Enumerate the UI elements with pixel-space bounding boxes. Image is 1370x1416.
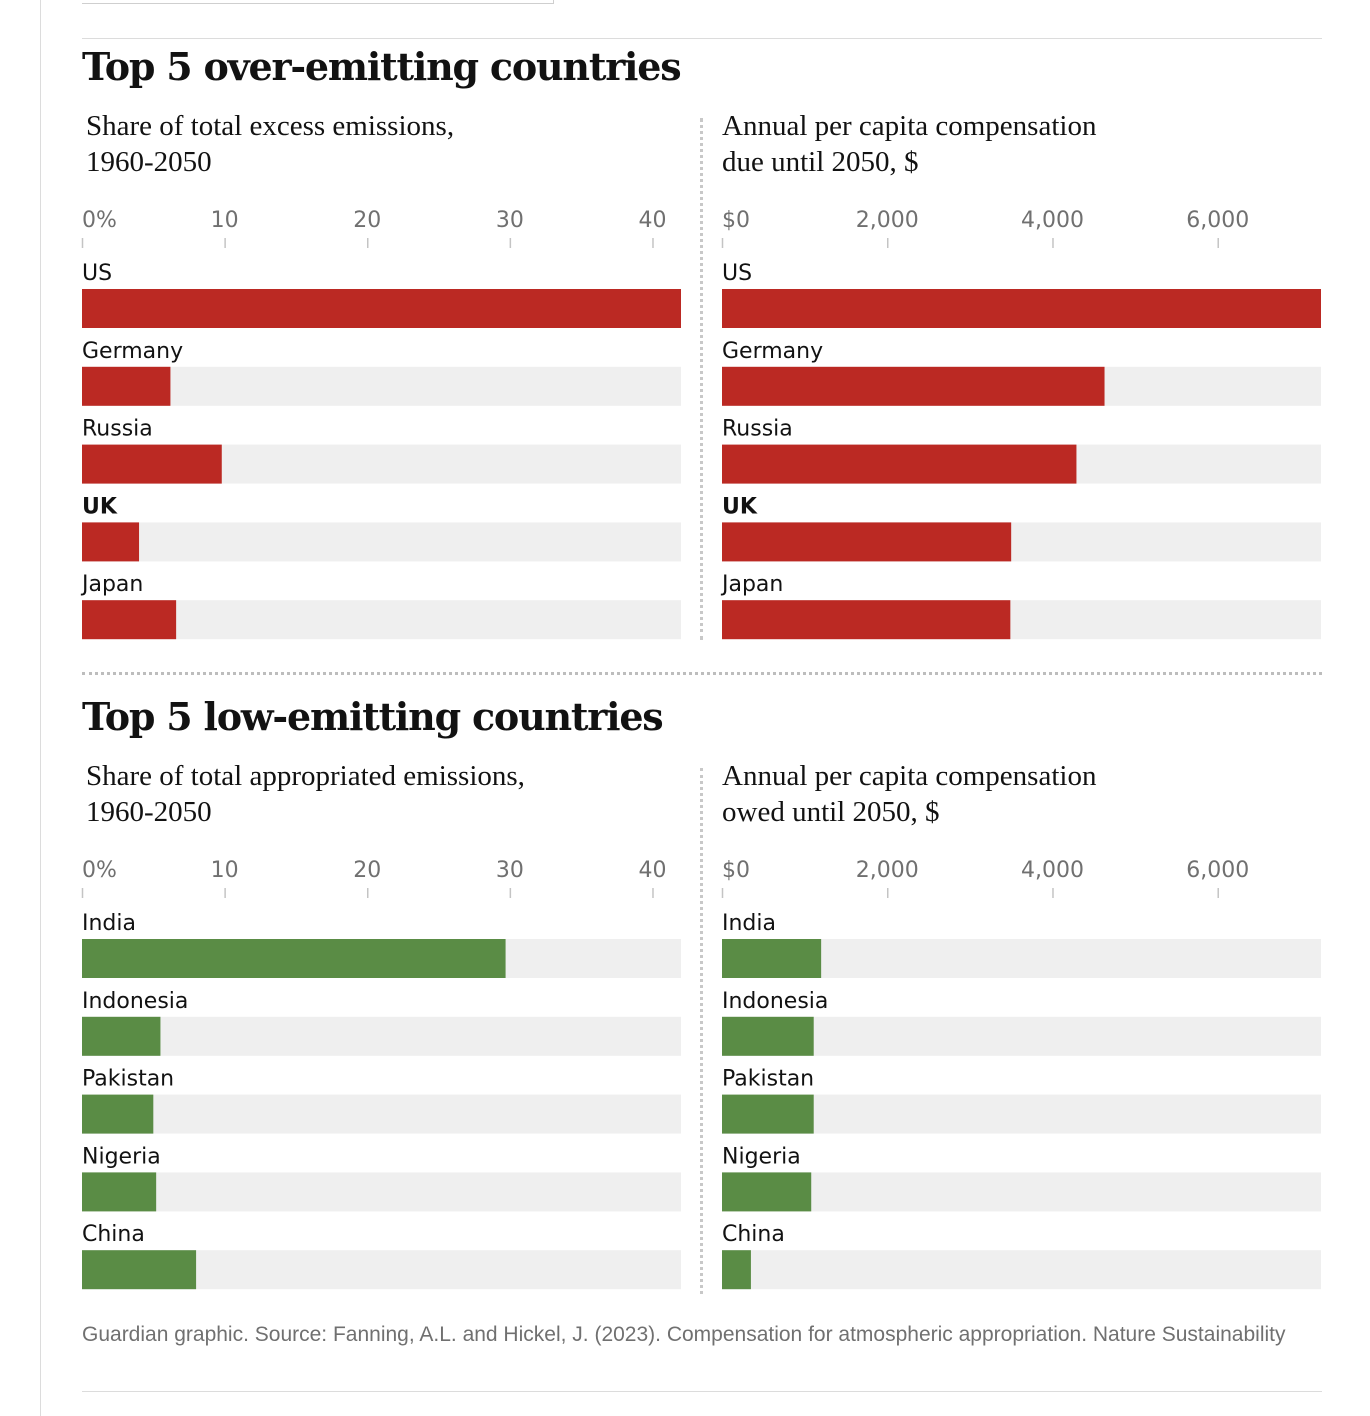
bar-track [82, 1172, 681, 1212]
panel-title-line: due until 2050, $ [722, 146, 919, 178]
axis-tick-label: 4,000 [1021, 208, 1084, 233]
section-title-low-emitting: Top 5 low-emitting countries [82, 694, 664, 739]
category-label: Indonesia [82, 989, 188, 1014]
bar-pakistan [82, 1094, 154, 1134]
bar-china [722, 1250, 751, 1290]
category-label: UK [82, 494, 118, 519]
chart-compensation-due: $0 2,000 4,000 6,000 US Germany Russia UK Japan [720, 200, 1321, 640]
bar-uk [722, 522, 1012, 562]
panel-title-appropriated-share: Share of total appropriated emissions, 1… [86, 758, 525, 830]
axis-tick-label: 10 [211, 208, 239, 233]
bar-track [722, 1172, 1321, 1212]
axis-tick-label: 6,000 [1186, 858, 1249, 883]
category-label: Japan [80, 572, 143, 597]
category-label: Russia [82, 417, 153, 442]
bar-track [82, 1094, 681, 1134]
chart-excess-share: 0% 10 20 30 40 US Germany Russia UK Japan [80, 200, 681, 640]
bar-track [722, 1250, 1321, 1290]
bar-indonesia [722, 1016, 814, 1056]
bar-russia [82, 444, 222, 484]
bar-china [82, 1250, 197, 1290]
axis-tick-label: 2,000 [856, 208, 919, 233]
chart-compensation-owed: $0 2,000 4,000 6,000 India Indonesia Pakistan N… [721, 850, 1321, 1290]
panel-title-line: Annual per capita compensation [722, 110, 1097, 142]
axis-tick-label: 40 [638, 858, 666, 883]
bar-germany [82, 366, 171, 406]
bar-india [82, 939, 506, 978]
axis-tick-label: 6,000 [1186, 208, 1249, 233]
category-label: Germany [722, 339, 823, 364]
bar-us [722, 289, 1321, 328]
previous-element-edge [82, 0, 554, 4]
axis-tick-label: 0% [82, 208, 117, 233]
source-note: Guardian graphic. Source: Fanning, A.L. … [82, 1323, 1286, 1346]
bar-track [722, 939, 1321, 978]
category-label: Nigeria [722, 1144, 801, 1169]
category-label: China [722, 1222, 785, 1247]
category-label: India [82, 911, 136, 936]
bottom-divider [82, 1391, 1322, 1392]
panel-title-line: 1960-2050 [86, 146, 212, 178]
panel-title-line: owed until 2050, $ [722, 796, 940, 828]
panel-title-line: Share of total appropriated emissions, [86, 760, 525, 792]
category-label: China [82, 1222, 145, 1247]
category-label: India [722, 911, 776, 936]
category-label: Germany [82, 339, 183, 364]
axis-tick-label: 20 [353, 208, 381, 233]
category-label: Pakistan [82, 1067, 174, 1092]
bar-chart-svg: 0% 10 20 30 40 India Indonesia Pakistan Nigeria C… [81, 858, 681, 1290]
panel-divider [700, 118, 703, 640]
bar-track [82, 366, 681, 406]
panel-divider [700, 768, 703, 1294]
panel-title-compensation-due: Annual per capita compensation due until… [722, 108, 1096, 180]
bar-nigeria [82, 1172, 157, 1212]
panel-title-excess-share: Share of total excess emissions, 1960-20… [86, 108, 454, 180]
section-title-over-emitting: Top 5 over-emitting countries [82, 44, 682, 89]
chart-appropriated-share: 0% 10 20 30 40 India Indonesia Pakistan Nigeria C… [81, 850, 681, 1290]
category-label: Russia [722, 417, 793, 442]
bar-pakistan [722, 1094, 814, 1134]
bar-russia [722, 444, 1077, 484]
bar-indonesia [82, 1016, 161, 1056]
bar-japan [82, 600, 177, 640]
bar-chart-svg: 0% 10 20 30 40 US Germany Russia UK Japan [80, 208, 681, 640]
category-label: US [722, 261, 752, 286]
axis-tick-label: 30 [496, 858, 524, 883]
axis-tick-label: 2,000 [856, 858, 919, 883]
category-label: Japan [720, 572, 783, 597]
left-border [40, 0, 41, 1416]
bar-india [722, 939, 822, 978]
axis-tick-label: 30 [496, 208, 524, 233]
bar-germany [722, 366, 1105, 406]
category-label: Indonesia [722, 989, 828, 1014]
axis-tick-label: 20 [353, 858, 381, 883]
bar-chart-svg: $0 2,000 4,000 6,000 India Indonesia Pakistan N… [721, 858, 1321, 1290]
category-label: Pakistan [722, 1067, 814, 1092]
axis-tick-label: $0 [722, 208, 750, 233]
axis-tick-label: $0 [722, 858, 750, 883]
bar-japan [722, 600, 1011, 640]
panel-title-line: Share of total excess emissions, [86, 110, 455, 142]
bar-us [82, 289, 681, 328]
category-label: US [82, 261, 112, 286]
bar-track [82, 522, 681, 562]
bar-track [722, 1016, 1321, 1056]
bar-track [82, 1016, 681, 1056]
category-label: UK [722, 494, 758, 519]
category-label: Nigeria [82, 1144, 161, 1169]
axis-tick-label: 4,000 [1021, 858, 1084, 883]
bar-chart-svg: $0 2,000 4,000 6,000 US Germany Russia UK Japan [720, 208, 1321, 640]
axis-tick-label: 40 [638, 208, 666, 233]
panel-title-line: 1960-2050 [86, 796, 212, 828]
bar-track [722, 1094, 1321, 1134]
axis-tick-label: 10 [211, 858, 239, 883]
bar-uk [82, 522, 140, 562]
section-divider [82, 672, 1322, 675]
bar-nigeria [722, 1172, 812, 1212]
panel-title-line: Annual per capita compensation [722, 760, 1097, 792]
panel-title-compensation-owed: Annual per capita compensation owed unti… [722, 758, 1096, 830]
top-divider [82, 38, 1322, 39]
bar-track [82, 600, 681, 640]
axis-tick-label: 0% [82, 858, 117, 883]
